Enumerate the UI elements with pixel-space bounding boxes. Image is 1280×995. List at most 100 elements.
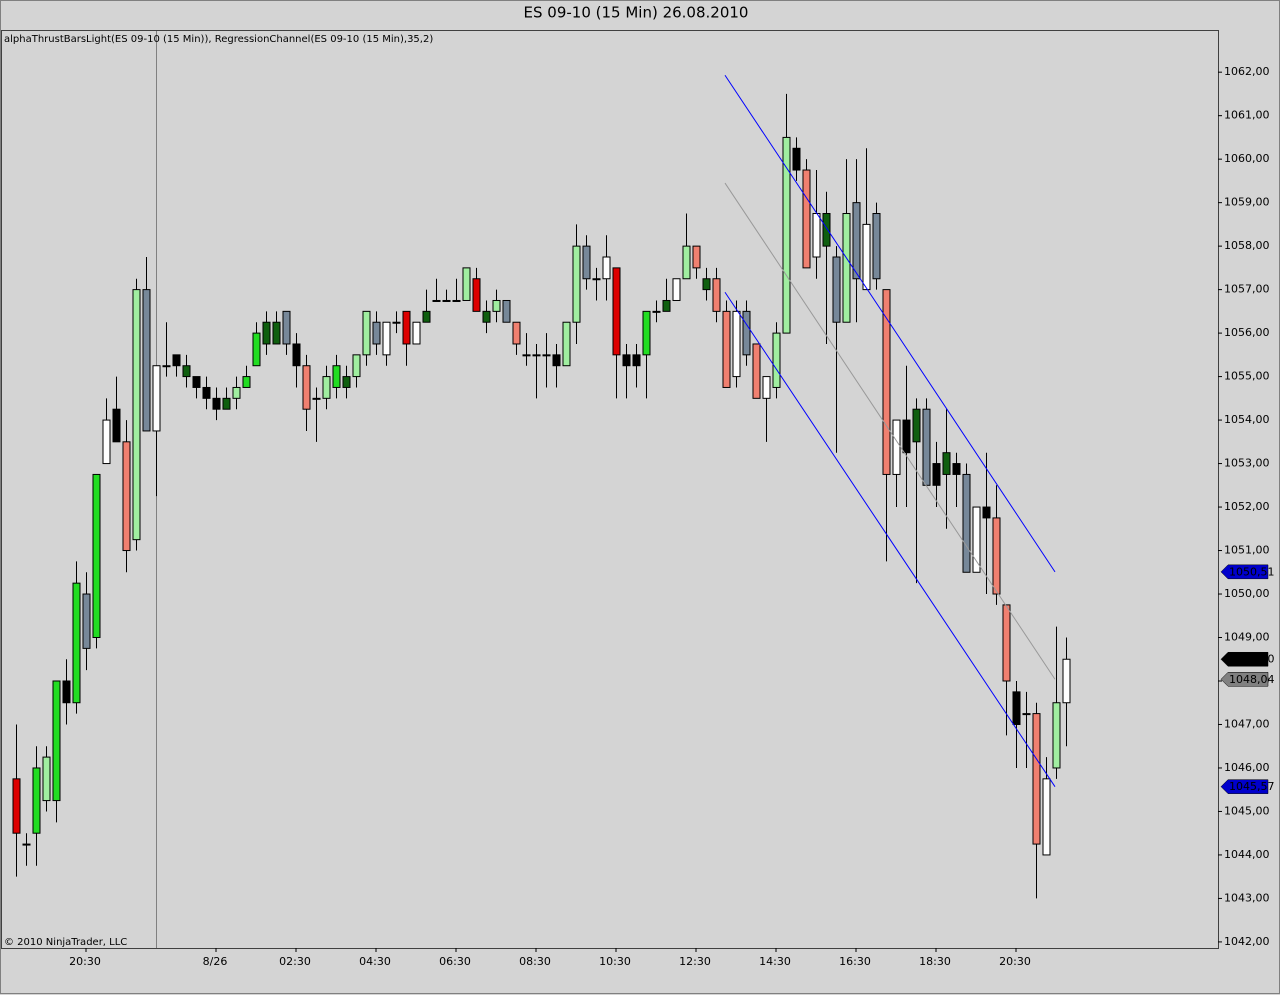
candle-body	[1032, 713, 1041, 845]
candle-body	[572, 245, 581, 323]
candle-body	[32, 767, 41, 834]
candle-body	[542, 354, 551, 357]
candle-body	[182, 365, 191, 378]
candle-body	[802, 169, 811, 269]
x-tick-label: 20:30	[69, 955, 101, 968]
y-tick-label: 1056,00	[1224, 326, 1270, 339]
candle-body	[232, 386, 241, 399]
copyright: © 2010 NinjaTrader, LLC	[4, 937, 127, 948]
y-tick-label: 1046,00	[1224, 761, 1270, 774]
y-tick-label: 1062,00	[1224, 65, 1270, 78]
candle-body	[942, 452, 951, 475]
y-tick-label: 1055,00	[1224, 370, 1270, 383]
candle-body	[22, 843, 31, 846]
candle-body	[532, 354, 541, 357]
candle-body	[512, 321, 521, 345]
candle-body	[682, 245, 691, 280]
candle-body	[692, 245, 701, 269]
candle-body	[1042, 778, 1051, 856]
candle-body	[162, 365, 171, 368]
y-tick-label: 1044,00	[1224, 848, 1270, 861]
candle-body	[142, 289, 151, 432]
candle-body	[192, 376, 201, 388]
candle-body	[262, 321, 271, 345]
candle-body	[42, 756, 51, 802]
candle-body	[432, 299, 441, 302]
candle-body	[12, 778, 21, 834]
x-tick-label: 02:30	[279, 955, 311, 968]
candle-body	[832, 256, 841, 323]
candle-body	[752, 343, 761, 399]
y-tick-label: 1060,00	[1224, 152, 1270, 165]
candle-body	[212, 397, 221, 410]
candle-body	[932, 463, 941, 486]
candle-body	[62, 680, 71, 704]
candle-body	[742, 310, 751, 356]
candle-body	[812, 213, 821, 258]
candle-body	[552, 354, 561, 367]
candle-body	[222, 397, 231, 410]
x-tick-label: 10:30	[599, 955, 631, 968]
y-tick-label: 1059,00	[1224, 196, 1270, 209]
x-tick-label: 06:30	[439, 955, 471, 968]
candle-body	[792, 147, 801, 171]
x-tick-label: 12:30	[679, 955, 711, 968]
candle-body	[702, 278, 711, 291]
y-tick-label: 1051,00	[1224, 544, 1270, 557]
candle-body	[52, 680, 61, 802]
candle-body	[862, 223, 871, 291]
candle-body	[442, 299, 451, 302]
candle-body	[122, 441, 131, 552]
x-tick-label: 08:30	[519, 955, 551, 968]
candle-body	[582, 245, 591, 280]
candle-body	[722, 310, 731, 388]
candle-body	[132, 289, 141, 541]
candle-body	[712, 278, 721, 312]
candle-body	[982, 506, 991, 519]
indicator-label: alphaThrustBarsLight(ES 09-10 (15 Min)),…	[4, 34, 433, 45]
candle-body	[412, 321, 421, 345]
candle-body	[352, 354, 361, 378]
candle-body	[972, 506, 981, 573]
candle-body	[242, 376, 251, 388]
candle-body	[282, 310, 291, 345]
candle-body	[602, 256, 611, 280]
price-marker	[1220, 779, 1269, 794]
price-marker	[1220, 672, 1269, 687]
candle-body	[622, 354, 631, 367]
chart-title: ES 09-10 (15 Min) 26.08.2010	[524, 4, 749, 22]
candle-body	[592, 278, 601, 281]
regression-line	[724, 74, 1056, 573]
regression-line	[724, 291, 1056, 787]
y-tick-label: 1058,00	[1224, 239, 1270, 252]
price-marker-label: 1048,04	[1229, 673, 1275, 686]
candle-body	[1022, 713, 1031, 716]
candle-body	[1002, 604, 1011, 682]
y-tick-label: 1061,00	[1224, 109, 1270, 122]
price-marker-label: 1050,51	[1229, 565, 1275, 578]
candle-body	[252, 332, 261, 367]
y-tick-label: 1043,00	[1224, 891, 1270, 904]
y-tick-label: 1050,00	[1224, 587, 1270, 600]
candle-body	[1012, 691, 1021, 725]
candle-body	[522, 354, 531, 357]
candle-body	[112, 408, 121, 443]
candle-body	[1062, 658, 1071, 704]
y-tick-label: 1054,00	[1224, 413, 1270, 426]
candle-body	[952, 463, 961, 475]
candle-body	[102, 419, 111, 465]
candle-body	[872, 213, 881, 280]
candle-body	[762, 376, 771, 399]
candle-body	[312, 397, 321, 400]
candle-body	[892, 419, 901, 475]
x-tick-label: 20:30	[999, 955, 1031, 968]
candle-body	[402, 310, 411, 345]
candle-body	[372, 321, 381, 345]
candle-body	[902, 419, 911, 454]
price-marker-label: 1045,57	[1229, 780, 1275, 793]
x-tick-label: 8/26	[203, 955, 228, 968]
candle-body	[662, 299, 671, 312]
candle-body	[382, 321, 391, 356]
candle-body	[272, 321, 281, 345]
candle-body	[92, 473, 101, 639]
